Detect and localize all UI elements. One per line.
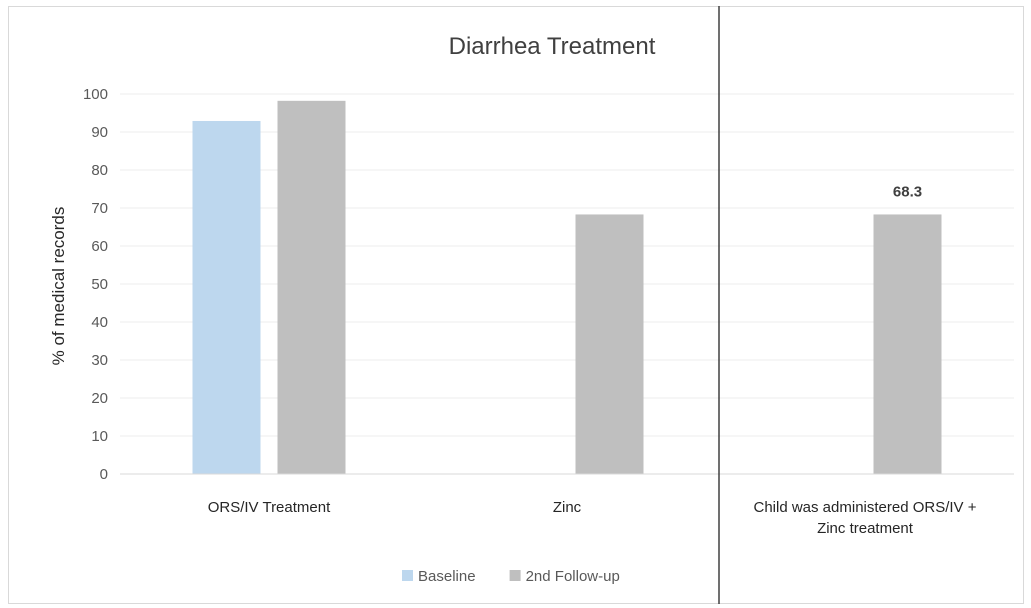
- y-tick-label: 80: [91, 162, 108, 179]
- data-labels: 68.3: [893, 183, 922, 200]
- bar: [575, 214, 644, 474]
- y-tick-label: 0: [100, 466, 108, 483]
- legend: Baseline 2nd Follow-up: [402, 568, 620, 585]
- y-axis-label: % of medical records: [49, 207, 68, 366]
- y-tick-label: 70: [91, 200, 108, 217]
- chart-title: Diarrhea Treatment: [449, 33, 656, 60]
- chart-frame: [8, 6, 1024, 604]
- bar: [277, 100, 346, 474]
- category-label: ORS/IV Treatment: [208, 499, 331, 516]
- gridlines: [120, 93, 1014, 437]
- data-label: 68.3: [893, 183, 922, 200]
- legend-label: 2nd Follow-up: [526, 568, 620, 585]
- y-tick-label: 50: [91, 276, 108, 293]
- bars: [192, 100, 942, 474]
- y-tick-label: 20: [91, 390, 108, 407]
- y-tick-labels: 0 10 20 30 40 50 60 70 80 90 100: [83, 86, 108, 483]
- category-label: Zinc: [553, 499, 582, 516]
- bar: [873, 214, 942, 474]
- y-tick-label: 10: [91, 428, 108, 445]
- y-tick-label: 100: [83, 86, 108, 103]
- category-labels: ORS/IV Treatment Zinc Child was administer…: [208, 499, 977, 537]
- y-tick-label: 40: [91, 314, 108, 331]
- legend-label: Baseline: [418, 568, 476, 585]
- category-label: Child was administered ORS/IV + Zinc trea…: [753, 499, 976, 537]
- y-tick-label: 30: [91, 352, 108, 369]
- y-tick-label: 90: [91, 124, 108, 141]
- legend-swatch: [509, 570, 521, 581]
- legend-swatch: [402, 570, 413, 581]
- y-tick-label: 60: [91, 238, 108, 255]
- bar: [192, 120, 261, 474]
